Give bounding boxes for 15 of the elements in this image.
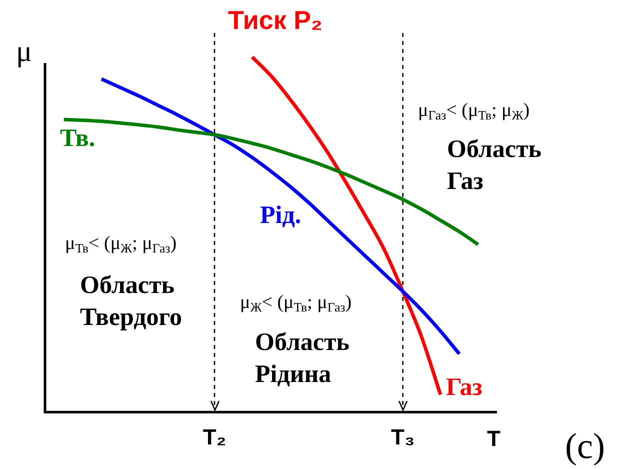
x-tick-label: T₃ (391, 424, 415, 450)
series-label: Газ (446, 374, 482, 401)
text: (c) (565, 426, 605, 466)
annotation: Область Газ (447, 135, 542, 197)
annotation: Область Рідина (255, 328, 350, 390)
annotation: μ$_{Газ}$< (μ$_{Тв}$; μ$_{Ж}$) (418, 100, 530, 123)
series-label: Тв. (60, 125, 96, 152)
annotation: μ$_{Тв}$< (μ$_{Ж}$; μ$_{Газ}$) (65, 233, 177, 256)
chart-title: Тиск P₂ (228, 5, 322, 35)
y-axis-title: μ (16, 35, 32, 68)
series-label: Рід. (260, 202, 302, 229)
annotation: μ$_{Ж}$< (μ$_{Тв}$; μ$_{Газ}$) (240, 292, 352, 315)
annotation: Область Твердого (80, 271, 182, 333)
x-axis-title: T (487, 426, 500, 451)
x-tick-label: T₂ (202, 424, 226, 450)
